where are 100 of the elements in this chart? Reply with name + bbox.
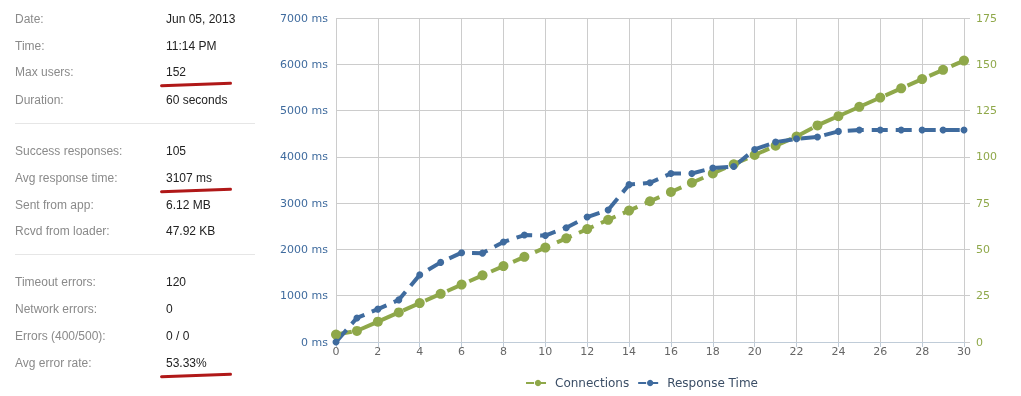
point — [331, 329, 341, 340]
text: Duration: — [15, 93, 64, 107]
text: 47.92 KB — [166, 224, 216, 238]
point — [540, 242, 551, 253]
text: 60 seconds — [166, 93, 228, 107]
point — [520, 231, 528, 239]
point — [562, 224, 570, 232]
y2-tick-label: 175 — [976, 11, 997, 25]
x-tick-label: 0 — [332, 345, 340, 358]
text: Max users: — [15, 65, 74, 79]
text: 105 — [166, 144, 187, 158]
x-tick-label: 20 — [747, 345, 762, 358]
point — [435, 288, 446, 299]
point — [813, 133, 821, 141]
point — [583, 213, 591, 221]
x-tick-label: 8 — [499, 345, 507, 358]
point — [646, 179, 654, 187]
point — [812, 120, 823, 131]
point — [519, 251, 530, 262]
x-tick-label: 12 — [580, 345, 595, 358]
text: Network errors: — [15, 302, 98, 316]
point — [688, 170, 696, 178]
y-tick-label: 3000 ms — [280, 196, 329, 210]
point — [917, 74, 928, 85]
y2-tick-label: 125 — [976, 104, 997, 118]
text: Success responses: — [15, 144, 123, 158]
x-tick-label: 30 — [957, 345, 971, 358]
y2-tick-label: 100 — [976, 150, 997, 164]
text: Errors (400/500): — [15, 329, 106, 343]
point — [896, 83, 907, 94]
x-tick-label: 24 — [831, 345, 846, 358]
y-tick-label: 5000 ms — [280, 104, 329, 118]
text: Rcvd from loader: — [15, 224, 110, 238]
point — [876, 126, 884, 134]
point — [477, 270, 488, 281]
point — [667, 170, 675, 178]
point — [372, 316, 383, 327]
point — [458, 249, 466, 257]
text: 152 — [166, 65, 187, 79]
point — [604, 206, 612, 214]
text: Avg error rate: — [15, 356, 92, 370]
point — [625, 181, 633, 189]
y-tick-label: 7000 ms — [280, 11, 329, 25]
text: Time: — [15, 39, 45, 53]
x-tick-label: 10 — [538, 345, 553, 358]
point — [541, 232, 549, 240]
y-tick-label: 4000 ms — [280, 150, 329, 164]
point — [833, 111, 844, 122]
y2-tick-label: 50 — [976, 242, 990, 256]
y2-tick-label: 75 — [976, 196, 990, 210]
x-tick-label: 16 — [663, 345, 678, 358]
x-tick-label: 14 — [622, 345, 637, 358]
x-tick-label: 18 — [705, 345, 720, 358]
point — [498, 261, 509, 272]
point — [834, 127, 842, 135]
text: Jun 05, 2013 — [166, 12, 236, 26]
x-tick-label: 28 — [915, 345, 930, 358]
point — [416, 271, 424, 279]
text: 6.12 MB — [166, 198, 211, 212]
text: Timeout errors: — [15, 275, 96, 289]
point — [395, 296, 403, 304]
text: 0 — [166, 302, 173, 316]
point — [351, 325, 362, 336]
point — [603, 214, 614, 225]
y2-tick-label: 150 — [976, 57, 997, 71]
text: Date: — [15, 12, 44, 26]
x-tick-label: 4 — [416, 345, 424, 358]
point — [686, 177, 697, 188]
point — [645, 196, 655, 207]
point — [730, 163, 738, 171]
point — [456, 279, 467, 290]
point — [374, 305, 382, 313]
y-tick-label: 0 ms — [301, 335, 329, 349]
text: 3107 ms — [166, 171, 213, 185]
legend-label: Connections — [555, 376, 630, 390]
point — [855, 126, 863, 134]
x-tick-label: 26 — [873, 345, 888, 358]
text: Sent from app: — [15, 198, 94, 212]
text: 120 — [166, 275, 187, 289]
x-tick-label: 2 — [374, 345, 382, 358]
point — [582, 224, 593, 235]
point — [751, 145, 759, 153]
y-tick-label: 6000 ms — [280, 57, 329, 71]
y-tick-label: 1000 ms — [280, 289, 329, 303]
text: 11:14 PM — [166, 39, 217, 53]
y-tick-label: 2000 ms — [280, 242, 329, 256]
point — [414, 298, 425, 309]
point — [665, 187, 676, 198]
x-tick-label: 6 — [458, 345, 466, 358]
legend-label: Response Time — [667, 376, 758, 390]
point — [875, 92, 886, 103]
point — [854, 101, 865, 112]
x-tick-label: 22 — [789, 345, 804, 358]
text: 0 / 0 — [166, 329, 190, 343]
y2-tick-label: 0 — [976, 335, 983, 349]
point — [624, 205, 635, 216]
text: 53.33% — [166, 356, 207, 370]
point — [793, 135, 801, 143]
point — [393, 307, 404, 318]
point — [479, 249, 487, 257]
